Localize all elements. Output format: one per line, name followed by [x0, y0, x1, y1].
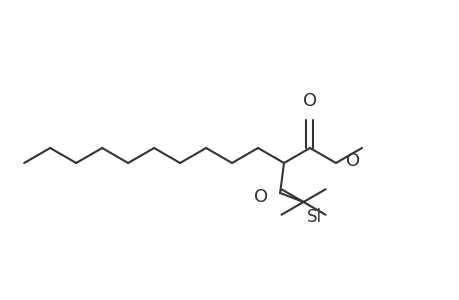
Text: Si: Si — [306, 208, 321, 226]
Text: O: O — [302, 92, 316, 110]
Text: O: O — [345, 152, 359, 170]
Text: O: O — [253, 188, 268, 206]
